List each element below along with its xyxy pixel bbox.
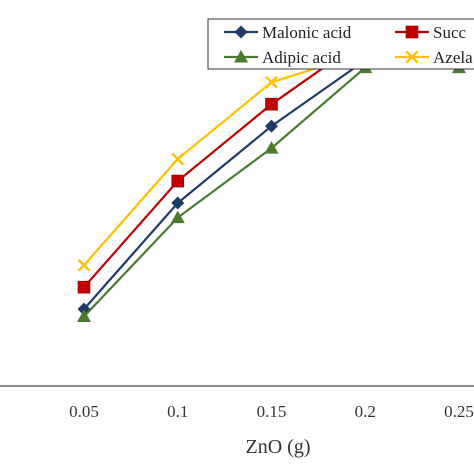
legend-entry-adipic-acid: Adipic acid [224,48,341,67]
legend-label: Malonic acid [262,23,352,42]
x-tick-label: 0.05 [69,402,99,421]
data-point-succ [77,280,91,294]
data-point-malonic-acid [171,196,185,210]
legend-marker [405,50,419,64]
legend-label: Azela [433,48,473,67]
legend-label: Succ [433,23,467,42]
legend-marker [234,25,248,39]
series-layer [77,24,466,322]
data-point-adipic-acid [77,309,91,322]
legend-marker [405,25,419,39]
x-tick-labels: 0.05 0.1 0.15 0.2 0.25 [69,402,474,421]
data-point-azela [171,152,185,166]
data-point-succ [171,174,185,188]
data-point-adipic-acid [170,210,185,224]
legend-label: Adipic acid [262,48,341,67]
data-point-azela [77,258,91,272]
legend-box [207,18,474,70]
x-tick-label: 0.25 [444,402,474,421]
data-point-malonic-acid [265,119,278,133]
x-tick-label: 0.1 [167,402,188,421]
legend-entry-azela: Azela [395,48,473,67]
legend-entry-succ: Succ [395,23,467,42]
data-point-succ [265,97,278,111]
legend-entry-malonic-acid: Malonic acid [224,23,352,42]
legend: Malonic acid Succ Adipic acid Azela [207,18,474,70]
data-point-azela [265,75,278,89]
x-tick-label: 0.15 [257,402,287,421]
data-point-adipic-acid [264,141,279,154]
legend-marker [234,50,248,63]
x-tick-label: 0.2 [355,402,376,421]
series-line-malonic-acid [83,48,460,310]
x-axis-title: ZnO (g) [246,436,311,458]
